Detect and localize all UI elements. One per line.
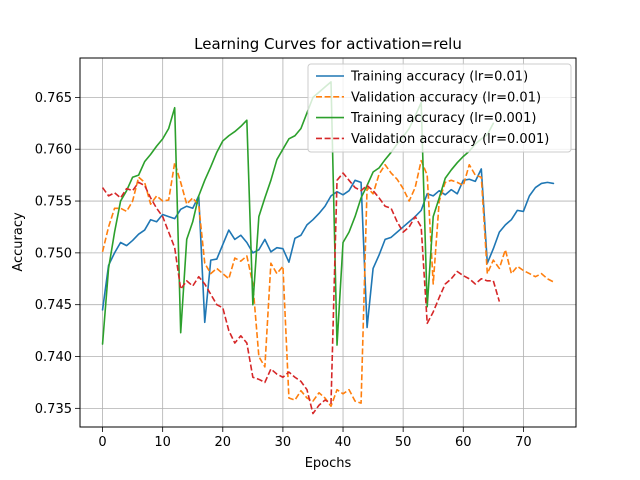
y-axis-label: Accuracy [11, 212, 26, 272]
x-axis-label: Epochs [305, 456, 352, 471]
y-tick-label: 0.735 [35, 402, 72, 417]
x-tick-label: 10 [154, 435, 171, 450]
series-line-3 [101, 81, 495, 346]
x-tick-label: 70 [515, 435, 532, 450]
legend-label: Training accuracy (lr=0.001) [350, 111, 536, 126]
series-line-4 [101, 172, 501, 415]
legend-label: Validation accuracy (lr=0.001) [351, 132, 549, 147]
x-tick-label: 20 [215, 435, 232, 450]
x-axis-ticks: 0 10 20 30 40 50 60 70 [98, 427, 532, 450]
y-axis-ticks: 0.735 0.740 0.745 0.750 0.755 0.760 0.765 [35, 91, 80, 417]
x-tick-label: 60 [455, 435, 472, 450]
x-tick-label: 0 [98, 435, 106, 450]
x-tick-label: 40 [335, 435, 352, 450]
legend-box [307, 63, 572, 153]
chart-title: Learning Curves for activation=relu [194, 35, 462, 53]
legend-label: Validation accuracy (lr=0.01) [351, 90, 541, 105]
x-tick-label: 30 [275, 435, 292, 450]
y-tick-label: 0.745 [35, 298, 72, 313]
y-tick-label: 0.755 [35, 195, 72, 210]
plot-frame [79, 57, 577, 428]
x-tick-label: 50 [395, 435, 412, 450]
y-tick-label: 0.750 [35, 246, 72, 261]
y-tick-label: 0.765 [35, 91, 72, 106]
series-line-2 [101, 159, 554, 408]
series-layer [101, 81, 555, 415]
y-tick-label: 0.760 [35, 143, 72, 158]
legend-label: Training accuracy (lr=0.01) [350, 70, 528, 85]
legend: Training accuracy (lr=0.01) Validation ac… [307, 63, 572, 153]
y-tick-label: 0.740 [35, 350, 72, 365]
